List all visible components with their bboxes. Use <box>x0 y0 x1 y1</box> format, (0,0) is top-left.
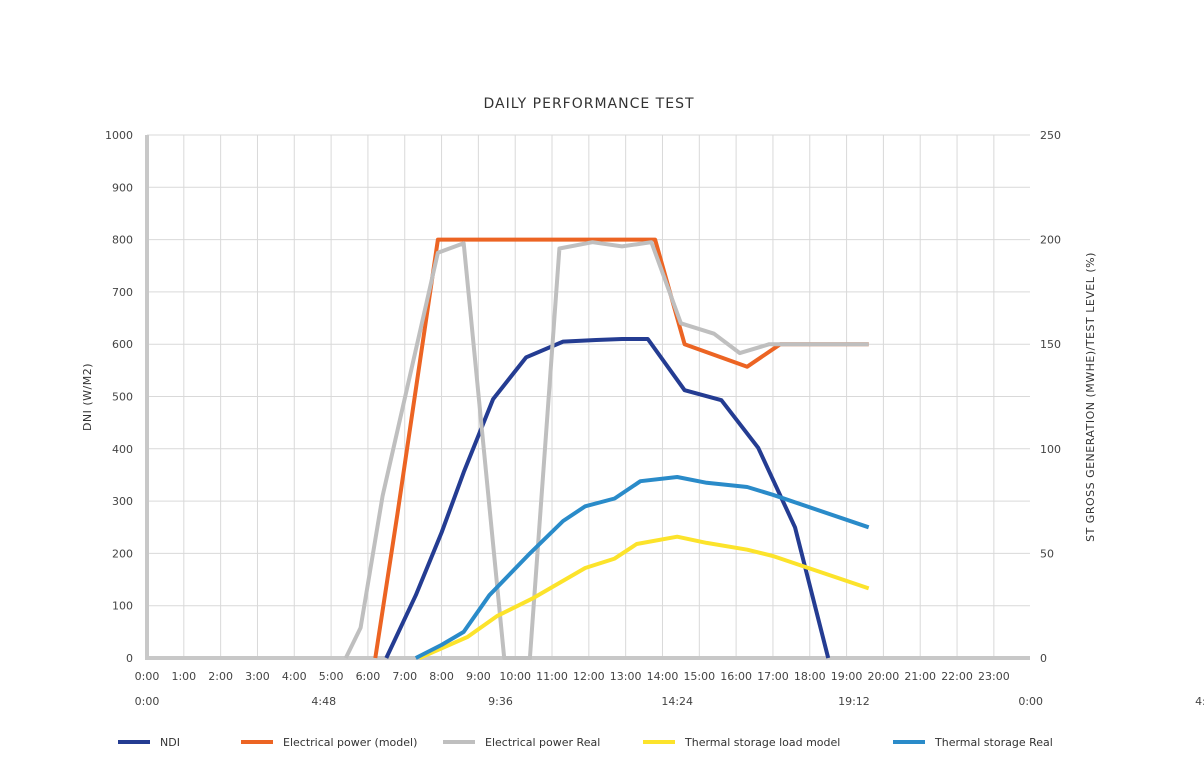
x-tick-label-primary: 7:00 <box>392 670 417 683</box>
x-tick-label-primary: 17:00 <box>757 670 789 683</box>
x-tick-label-secondary: 4:48 <box>1195 695 1204 708</box>
legend-label-ndi: NDI <box>160 736 180 749</box>
y-tick-label-left: 1000 <box>105 129 133 142</box>
x-tick-label-primary: 19:00 <box>831 670 863 683</box>
chart-title: DAILY PERFORMANCE TEST <box>483 96 694 112</box>
series-line-ndi <box>384 337 831 659</box>
x-tick-label-primary: 9:00 <box>466 670 491 683</box>
x-tick-label-primary: 8:00 <box>429 670 454 683</box>
x-tick-label-secondary: 14:24 <box>661 695 693 708</box>
y-tick-label-left: 900 <box>112 181 133 194</box>
legend-label-thermal-storage-load-model: Thermal storage load model <box>684 736 840 749</box>
y-tick-label-right: 100 <box>1040 443 1061 456</box>
grid <box>147 134 1030 658</box>
y-axis-title-left: DNI (W/M2) <box>81 363 94 431</box>
x-tick-label-primary: 16:00 <box>720 670 752 683</box>
x-tick-label-primary: 2:00 <box>208 670 233 683</box>
x-tick-label-secondary: 19:12 <box>838 695 870 708</box>
x-tick-label-secondary: 0:00 <box>1018 695 1043 708</box>
x-tick-label-primary: 20:00 <box>868 670 900 683</box>
y-tick-label-right: 50 <box>1040 547 1054 560</box>
x-tick-label-primary: 23:00 <box>978 670 1010 683</box>
x-tick-label-primary: 3:00 <box>245 670 270 683</box>
y-tick-label-left: 400 <box>112 443 133 456</box>
legend-label-electrical-power-real: Electrical power Real <box>485 736 600 749</box>
y-tick-label-left: 300 <box>112 495 133 508</box>
y-axis-title-right: ST GROSS GENERATION (MWHE)/TEST LEVEL (%… <box>1084 252 1097 542</box>
axes <box>145 135 1030 660</box>
x-tick-label-primary: 13:00 <box>610 670 642 683</box>
y-tick-label-left: 200 <box>112 547 133 560</box>
series-line-thermal-storage-load-model <box>418 534 870 660</box>
x-tick-label-primary: 10:00 <box>499 670 531 683</box>
x-tick-label-primary: 22:00 <box>941 670 973 683</box>
x-tick-label-primary: 11:00 <box>536 670 568 683</box>
y-tick-label-right: 200 <box>1040 234 1061 247</box>
y-tick-label-left: 0 <box>126 652 133 665</box>
series-layer <box>344 237 870 660</box>
y-tick-label-right: 150 <box>1040 338 1061 351</box>
y-ticks-left: 0 100 200 300 400 500 600 700 800 900 1000 <box>105 129 133 665</box>
x-tick-label-primary: 15:00 <box>683 670 715 683</box>
x-tick-label-primary: 18:00 <box>794 670 826 683</box>
legend-label-thermal-storage-real: Thermal storage Real <box>934 736 1053 749</box>
x-tick-label-primary: 5:00 <box>319 670 344 683</box>
legend: NDI Electrical power (model) Electrical po… <box>118 736 1053 749</box>
x-ticks-primary: 0:00 1:00 2:00 3:00 4:00 5:00 6:00 7:00 8:00 9:00… <box>135 670 1010 683</box>
x-tick-label-primary: 12:00 <box>573 670 605 683</box>
x-tick-label-primary: 14:00 <box>647 670 679 683</box>
legend-label-electrical-power-model: Electrical power (model) <box>283 736 417 749</box>
y-tick-label-right: 250 <box>1040 129 1061 142</box>
series-line-thermal-storage-real <box>414 475 870 660</box>
y-tick-label-left: 800 <box>112 234 133 247</box>
y-tick-label-right: 0 <box>1040 652 1047 665</box>
y-ticks-right: 0 50 100 150 200 250 <box>1040 129 1061 665</box>
x-tick-label-secondary: 4:48 <box>311 695 336 708</box>
x-tick-label-primary: 21:00 <box>904 670 936 683</box>
x-tick-label-primary: 1:00 <box>171 670 196 683</box>
x-tick-label-secondary: 0:00 <box>135 695 160 708</box>
y-tick-label-left: 600 <box>112 338 133 351</box>
y-tick-label-left: 500 <box>112 391 133 404</box>
x-tick-label-primary: 0:00 <box>135 670 160 683</box>
x-ticks-secondary: 0:00 4:48 9:36 14:24 19:12 0:00 4:48 <box>135 695 1204 708</box>
series-line-electrical-power-real <box>344 240 869 660</box>
y-tick-label-left: 700 <box>112 286 133 299</box>
y-tick-label-left: 100 <box>112 600 133 613</box>
x-tick-label-primary: 6:00 <box>356 670 381 683</box>
x-tick-label-primary: 4:00 <box>282 670 307 683</box>
x-tick-label-secondary: 9:36 <box>488 695 513 708</box>
